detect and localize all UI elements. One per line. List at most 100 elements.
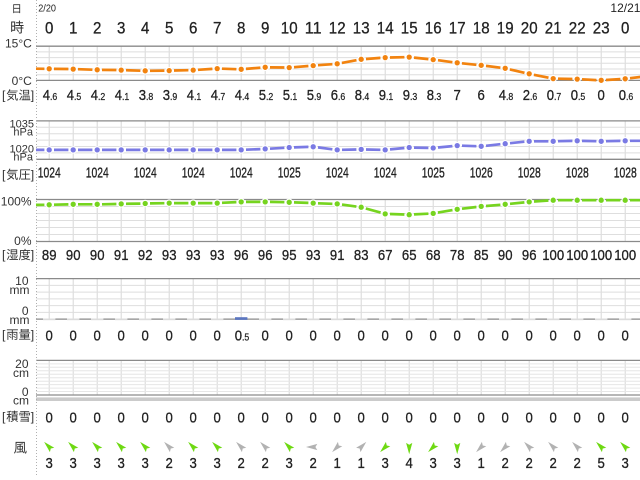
svg-text:.6: .6 [626, 91, 633, 103]
svg-text:0: 0 [598, 327, 605, 344]
svg-text:cm: cm [13, 394, 29, 408]
svg-text:0: 0 [46, 410, 53, 427]
svg-text:0: 0 [94, 410, 101, 427]
svg-text:68: 68 [426, 247, 441, 264]
svg-text:.1: .1 [122, 91, 129, 103]
svg-text:1: 1 [478, 455, 485, 472]
svg-text:8: 8 [237, 19, 245, 38]
svg-text:1024: 1024 [182, 164, 205, 181]
svg-text:.6: .6 [338, 91, 345, 103]
svg-text:.5: .5 [74, 91, 81, 103]
svg-text:20: 20 [521, 19, 538, 38]
svg-text:]: ] [31, 168, 34, 182]
svg-text:[: [ [2, 328, 6, 342]
svg-text:4: 4 [211, 87, 218, 104]
svg-text:2: 2 [574, 455, 581, 472]
svg-text:2: 2 [550, 455, 557, 472]
svg-text:1: 1 [69, 19, 77, 38]
svg-text:6: 6 [189, 19, 197, 38]
svg-text:0: 0 [454, 410, 461, 427]
svg-text:4: 4 [115, 87, 122, 104]
svg-text:13: 13 [353, 19, 370, 38]
svg-text:0: 0 [430, 410, 437, 427]
svg-text:0: 0 [406, 327, 413, 344]
svg-text:100: 100 [590, 247, 612, 264]
svg-text:6: 6 [478, 87, 485, 104]
svg-text:.4: .4 [242, 91, 249, 103]
svg-text:hPa: hPa [13, 151, 33, 163]
svg-text:2: 2 [238, 455, 245, 472]
svg-text:0: 0 [118, 410, 125, 427]
svg-text:0: 0 [478, 410, 485, 427]
svg-text:[: [ [2, 168, 6, 182]
svg-text:0: 0 [430, 327, 437, 344]
svg-text:7: 7 [213, 19, 221, 38]
svg-text:2: 2 [262, 455, 269, 472]
svg-text:9: 9 [403, 87, 410, 104]
svg-text:.3: .3 [410, 91, 417, 103]
svg-text:hPa: hPa [13, 126, 33, 138]
svg-text:12/21: 12/21 [610, 1, 640, 15]
svg-text:.7: .7 [218, 91, 225, 103]
svg-text:5: 5 [283, 87, 290, 104]
svg-text:0: 0 [547, 87, 554, 104]
svg-text:3: 3 [622, 455, 629, 472]
svg-text:.9: .9 [170, 91, 177, 103]
svg-text:0: 0 [238, 410, 245, 427]
svg-text:67: 67 [378, 247, 393, 264]
svg-text:.6: .6 [530, 91, 537, 103]
svg-text:4: 4 [91, 87, 98, 104]
svg-text:96: 96 [522, 247, 537, 264]
svg-text:cm: cm [13, 366, 29, 380]
svg-text:.1: .1 [290, 91, 297, 103]
svg-text:0: 0 [358, 327, 365, 344]
svg-text:16: 16 [425, 19, 442, 38]
svg-text:12: 12 [329, 19, 346, 38]
svg-text:15: 15 [401, 19, 418, 38]
svg-text:0: 0 [70, 410, 77, 427]
svg-text:0: 0 [571, 87, 578, 104]
svg-text:3: 3 [163, 87, 170, 104]
svg-text:3: 3 [214, 455, 221, 472]
svg-text:95: 95 [282, 247, 297, 264]
svg-text:100: 100 [566, 247, 588, 264]
svg-text:0: 0 [526, 410, 533, 427]
svg-text:0: 0 [334, 327, 341, 344]
svg-text:1025: 1025 [422, 164, 445, 181]
svg-text:93: 93 [186, 247, 201, 264]
svg-text:0: 0 [622, 410, 629, 427]
svg-text:83: 83 [354, 247, 369, 264]
svg-text:.1: .1 [194, 91, 201, 103]
svg-text:5: 5 [598, 455, 605, 472]
svg-text:0: 0 [334, 410, 341, 427]
svg-text:22: 22 [569, 19, 586, 38]
svg-text:.8: .8 [506, 91, 513, 103]
svg-text:3: 3 [190, 455, 197, 472]
svg-text:.6: .6 [50, 91, 57, 103]
svg-text:3: 3 [118, 455, 125, 472]
svg-text:1035: 1035 [10, 118, 34, 130]
svg-text:1024: 1024 [86, 164, 109, 181]
svg-text:3: 3 [142, 455, 149, 472]
svg-text:3: 3 [382, 455, 389, 472]
svg-text:92: 92 [138, 247, 153, 264]
svg-text:0: 0 [286, 327, 293, 344]
svg-text:0: 0 [142, 410, 149, 427]
svg-text:0: 0 [214, 327, 221, 344]
svg-text:.9: .9 [314, 91, 321, 103]
svg-text:3: 3 [94, 455, 101, 472]
svg-text:8: 8 [427, 87, 434, 104]
svg-text:0%: 0% [14, 234, 32, 248]
svg-text:5: 5 [165, 19, 173, 38]
svg-text:0: 0 [550, 410, 557, 427]
svg-text:0: 0 [94, 327, 101, 344]
svg-text:3: 3 [139, 87, 146, 104]
svg-text:1: 1 [334, 455, 341, 472]
svg-text:6: 6 [331, 87, 338, 104]
svg-text:1024: 1024 [38, 164, 61, 181]
svg-text:93: 93 [210, 247, 225, 264]
svg-text:14: 14 [377, 19, 394, 38]
svg-text:.3: .3 [434, 91, 441, 103]
svg-text:4: 4 [499, 87, 506, 104]
svg-text:[: [ [2, 89, 6, 103]
